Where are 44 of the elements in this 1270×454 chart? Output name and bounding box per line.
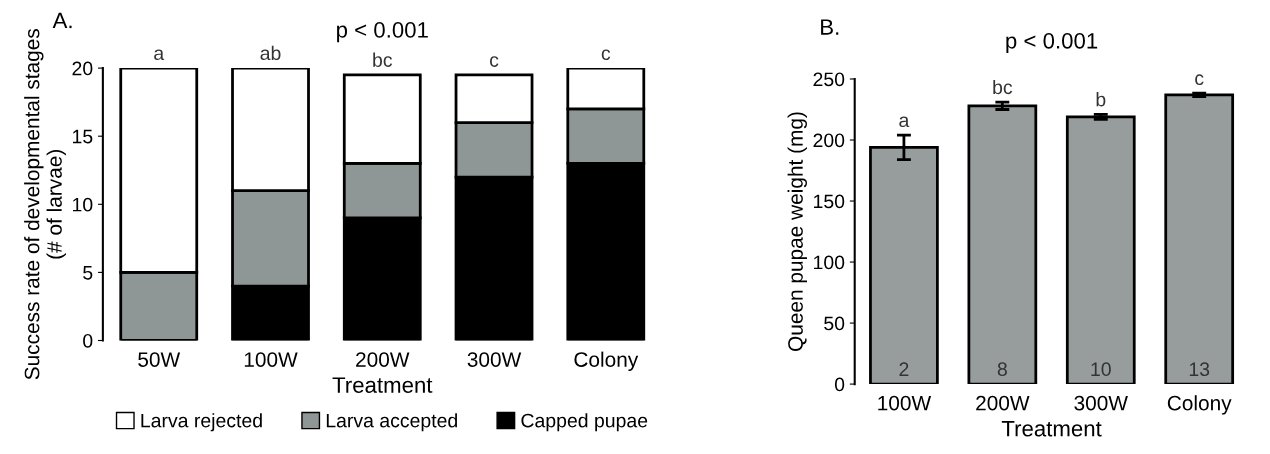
x-tick-label: 300W xyxy=(1074,395,1128,411)
annotation: 2 xyxy=(899,362,909,376)
x-axis-title: Treatment xyxy=(1001,420,1102,437)
annotation: c xyxy=(601,49,611,61)
x-tick-label: 50W xyxy=(138,352,181,367)
annotation: bc xyxy=(993,79,1013,95)
annotation: b xyxy=(1096,92,1106,107)
x-tick-label: 300W xyxy=(467,352,522,367)
annotation: c xyxy=(490,56,499,67)
legend-label: Larva rejected xyxy=(141,413,262,432)
annotation: a xyxy=(899,116,910,128)
x-tick-label: 100W xyxy=(878,395,932,411)
annotation: 13 xyxy=(1189,362,1210,377)
chart-title: p < 0.001 xyxy=(337,22,428,43)
chart-title: p < 0.001 xyxy=(1006,32,1098,54)
x-tick-label: 200W xyxy=(976,395,1030,411)
x-axis-title: Treatment xyxy=(332,377,433,393)
legend-label: Larva accepted xyxy=(326,413,457,432)
y-tick-label: 250 xyxy=(813,72,845,87)
y-axis-title: Success rate of developmental stages (# of larvae) xyxy=(24,29,66,380)
y-tick-label: 200 xyxy=(813,133,845,148)
annotation: bc xyxy=(373,52,393,67)
y-tick-label: 50 xyxy=(824,316,845,331)
x-tick-label: 100W xyxy=(244,352,298,367)
y-tick-label: 5 xyxy=(83,266,93,280)
y-tick-label: 150 xyxy=(814,194,845,209)
y-tick-label: 0 xyxy=(83,333,93,348)
x-tick-label: Colony xyxy=(1167,395,1232,415)
annotation: 10 xyxy=(1091,362,1111,377)
annotation: 8 xyxy=(997,362,1007,377)
annotation: c xyxy=(1195,74,1204,86)
legend-label: Capped pupae xyxy=(521,413,648,432)
x-tick-label: 200W xyxy=(356,352,410,367)
annotation: ab xyxy=(260,45,281,61)
y-tick-label: 100 xyxy=(814,255,845,270)
y-tick-label: 0 xyxy=(834,377,845,392)
y-tick-label: 20 xyxy=(72,61,93,76)
annotation: a xyxy=(154,49,165,61)
x-tick-label: Colony xyxy=(574,351,639,372)
text: A. xyxy=(52,12,72,29)
y-axis-title: Queen pupae weight (mg) xyxy=(787,112,807,351)
text: B. xyxy=(821,19,839,35)
y-tick-label: 10 xyxy=(73,197,93,212)
y-tick-label: 15 xyxy=(73,129,93,144)
